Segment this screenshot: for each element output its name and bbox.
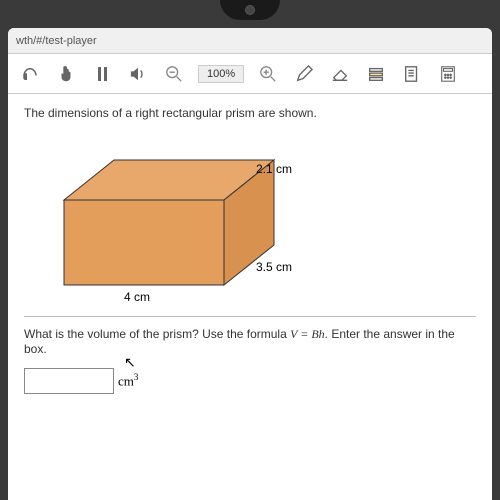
volume-icon[interactable] [126, 62, 150, 86]
question-before: What is the volume of the prism? Use the… [24, 327, 290, 341]
zoom-level: 100% [198, 65, 244, 83]
dimension-height: 2.1 cm [256, 162, 292, 176]
unit-exponent: 3 [134, 372, 139, 382]
laptop-webcam-notch [220, 0, 280, 20]
listen-icon[interactable] [18, 62, 42, 86]
calculator-icon[interactable] [436, 62, 460, 86]
browser-url-bar[interactable]: wth/#/test-player [8, 28, 492, 54]
laptop-screen: wth/#/test-player 100% [8, 28, 492, 500]
formula-text: V = Bh [290, 327, 325, 341]
eraser-icon[interactable] [328, 62, 352, 86]
answer-input[interactable] [24, 368, 114, 394]
question-prompt: What is the volume of the prism? Use the… [24, 327, 476, 356]
dimension-depth: 3.5 cm [256, 260, 292, 274]
zoom-in-icon[interactable] [256, 62, 280, 86]
unit-base: cm [118, 374, 134, 389]
section-divider [24, 316, 476, 317]
question-intro: The dimensions of a right rectangular pr… [24, 106, 476, 120]
prism-svg [24, 130, 324, 310]
question-content: The dimensions of a right rectangular pr… [8, 94, 492, 500]
prism-front-face [64, 200, 224, 285]
pause-icon[interactable] [90, 62, 114, 86]
zoom-out-icon[interactable] [162, 62, 186, 86]
test-player-toolbar: 100% [8, 54, 492, 94]
answer-unit: cm3 [118, 372, 138, 389]
pointer-icon[interactable] [54, 62, 78, 86]
highlighter-icon[interactable] [364, 62, 388, 86]
mouse-cursor-icon: ↖ [124, 354, 136, 371]
pencil-icon[interactable] [292, 62, 316, 86]
url-text: wth/#/test-player [16, 35, 97, 47]
webcam-lens [245, 5, 255, 15]
answer-row: ↖ cm3 [24, 368, 476, 394]
prism-figure: 2.1 cm 3.5 cm 4 cm [24, 130, 324, 310]
notes-icon[interactable] [400, 62, 424, 86]
dimension-width: 4 cm [124, 290, 150, 304]
